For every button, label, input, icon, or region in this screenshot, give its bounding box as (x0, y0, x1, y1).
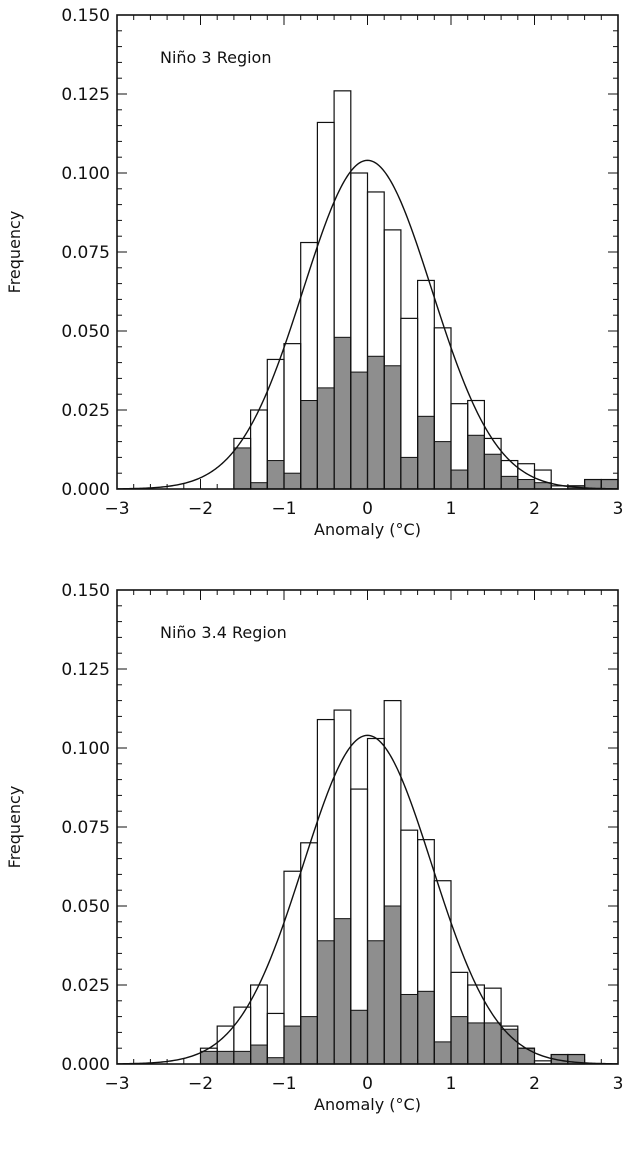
shaded-bar (534, 482, 552, 490)
panel-title: Niño 3.4 Region (160, 623, 287, 642)
shaded-bar (600, 479, 619, 490)
shaded-bar (333, 336, 352, 490)
x-tick-label: 2 (529, 1074, 540, 1094)
shaded-bar (450, 469, 469, 490)
shaded-bar (250, 1044, 268, 1065)
x-tick-label: 0 (362, 1074, 373, 1094)
shaded-bar (300, 400, 318, 490)
shaded-bar (483, 453, 502, 490)
x-tick-label: −1 (271, 1074, 296, 1094)
outline-bar (433, 880, 452, 1065)
shaded-bar (266, 460, 285, 490)
normal-curve (116, 159, 619, 490)
x-tick-label: 1 (446, 1074, 457, 1094)
shaded-bar (316, 940, 335, 1065)
y-tick-label: 0.000 (61, 1055, 110, 1075)
shaded-bar (517, 479, 535, 490)
y-axis-title: Frequency (5, 211, 24, 294)
shaded-bar (300, 1016, 318, 1065)
shaded-bar (383, 905, 402, 1065)
shaded-bar (433, 441, 452, 490)
y-tick-label: 0.075 (61, 243, 110, 263)
shaded-bar (500, 475, 519, 490)
shaded-bar (417, 415, 435, 490)
shaded-bar (400, 456, 419, 490)
y-tick-label: 0.100 (61, 164, 110, 184)
shaded-bar (233, 1050, 252, 1065)
shaded-bar (383, 365, 402, 490)
x-tick-label: 2 (529, 499, 540, 519)
x-tick-label: −1 (271, 499, 296, 519)
chart-panel-2: −3 −2 −1 0 1 2 3 0.000 0.025 0.050 0.075 0.100 0.125… (5, 581, 623, 1114)
y-tick-label: 0.050 (61, 322, 110, 342)
normal-curve (116, 734, 619, 1065)
y-tick-label: 0.025 (61, 976, 110, 996)
shaded-bar (467, 1022, 485, 1065)
y-tick-label: 0.000 (61, 480, 110, 500)
shaded-bar (417, 990, 435, 1065)
shaded-bar (517, 1047, 535, 1065)
y-tick-label: 0.125 (61, 660, 110, 680)
shaded-bar (333, 918, 352, 1065)
shaded-bar (316, 387, 335, 490)
shaded-bar (367, 355, 385, 490)
x-tick-label: 3 (613, 1074, 624, 1094)
shaded-bar (483, 1022, 502, 1065)
y-tick-label: 0.050 (61, 897, 110, 917)
shaded-bar (283, 1025, 302, 1065)
y-tick-label: 0.075 (61, 818, 110, 838)
x-tick-label: 1 (446, 499, 457, 519)
shaded-bar (216, 1050, 235, 1065)
shaded-bar (467, 434, 485, 490)
x-tick-label: −3 (104, 499, 129, 519)
shaded-bar (350, 1009, 368, 1065)
y-tick-label: 0.100 (61, 739, 110, 759)
panel-title: Niño 3 Region (160, 48, 271, 67)
shaded-bar (433, 1041, 452, 1065)
shaded-bar (266, 1057, 285, 1065)
shaded-bar (350, 371, 368, 490)
outline-bar (283, 343, 302, 490)
x-tick-label: −2 (188, 499, 213, 519)
y-axis-title: Frequency (5, 786, 24, 869)
shaded-bar (450, 1016, 469, 1065)
x-tick-label: −2 (188, 1074, 213, 1094)
shaded-bar (367, 940, 385, 1065)
shaded-bar (400, 993, 419, 1065)
x-tick-label: 0 (362, 499, 373, 519)
x-tick-label: −3 (104, 1074, 129, 1094)
shaded-bar (283, 472, 302, 490)
y-tick-label: 0.150 (61, 6, 110, 26)
y-tick-label: 0.150 (61, 581, 110, 601)
shaded-bar (250, 482, 268, 490)
x-tick-label: 3 (613, 499, 624, 519)
shaded-bar (200, 1050, 218, 1065)
y-tick-label: 0.025 (61, 401, 110, 421)
x-axis-title: Anomaly (°C) (314, 520, 421, 539)
outline-bar (266, 1012, 285, 1065)
y-tick-label: 0.125 (61, 85, 110, 105)
chart-panel-1: −3 −2 −1 0 1 2 3 0.000 0.025 0.050 0.075 0.100 0.125… (5, 6, 623, 539)
shaded-bar (233, 447, 252, 490)
x-axis-title: Anomaly (°C) (314, 1095, 421, 1114)
